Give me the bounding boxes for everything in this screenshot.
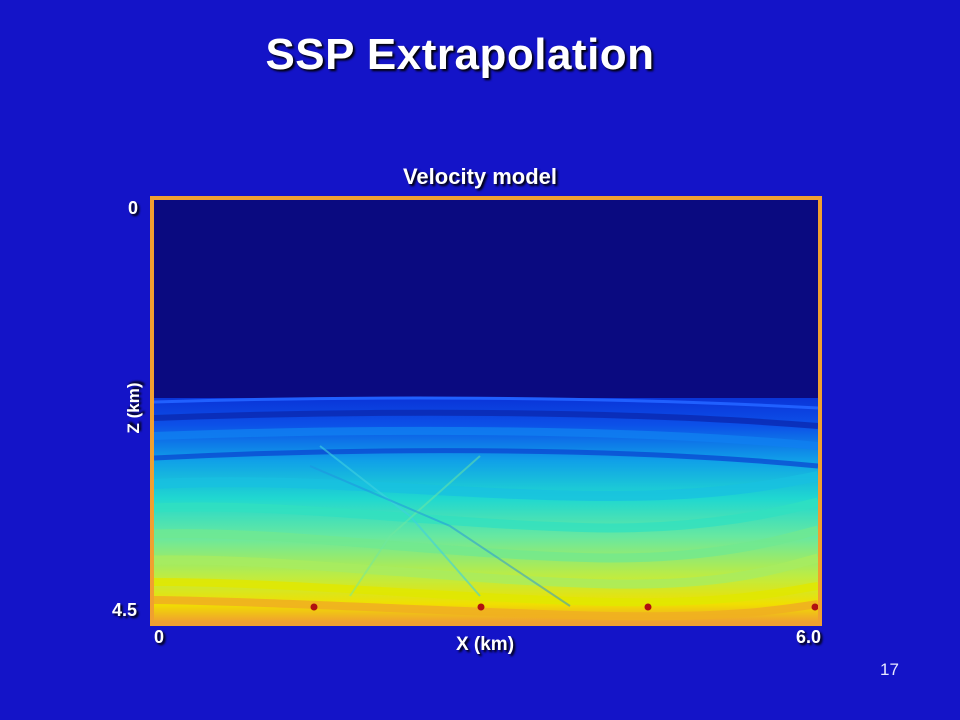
- layer-boundary: [154, 596, 818, 621]
- plot-frame: [150, 196, 822, 626]
- source-marker: [310, 603, 318, 611]
- source-marker: [811, 603, 818, 611]
- x-axis-min-label: 0: [154, 627, 165, 647]
- fault-line: [319, 445, 481, 597]
- z-axis-label: Z (km): [124, 382, 143, 434]
- source-marker: [644, 603, 652, 611]
- page-number: 17: [880, 660, 899, 679]
- layer-boundary: [154, 497, 818, 533]
- layer-boundary: [154, 409, 818, 429]
- z-axis-min-label: 0: [128, 198, 139, 218]
- source-marker: [477, 603, 485, 611]
- x-axis-label: X (km): [455, 634, 515, 655]
- velocity-model-image: [150, 196, 822, 626]
- water-layer: [154, 200, 818, 400]
- layer-boundary: [154, 448, 818, 469]
- z-axis-max-label: 4.5: [112, 600, 138, 620]
- layer-boundary: [154, 553, 818, 589]
- fault-line: [309, 465, 571, 607]
- figure-title: Velocity model: [402, 164, 558, 189]
- fault-line: [349, 455, 481, 597]
- layer-boundary: [154, 396, 818, 410]
- slide-title: SSP Extrapolation: [265, 30, 655, 79]
- layer-boundary: [154, 578, 818, 607]
- x-axis-max-label: 6.0: [796, 627, 822, 647]
- layer-boundary: [154, 426, 818, 450]
- layer-boundary: [154, 525, 818, 563]
- layer-boundary: [154, 471, 818, 502]
